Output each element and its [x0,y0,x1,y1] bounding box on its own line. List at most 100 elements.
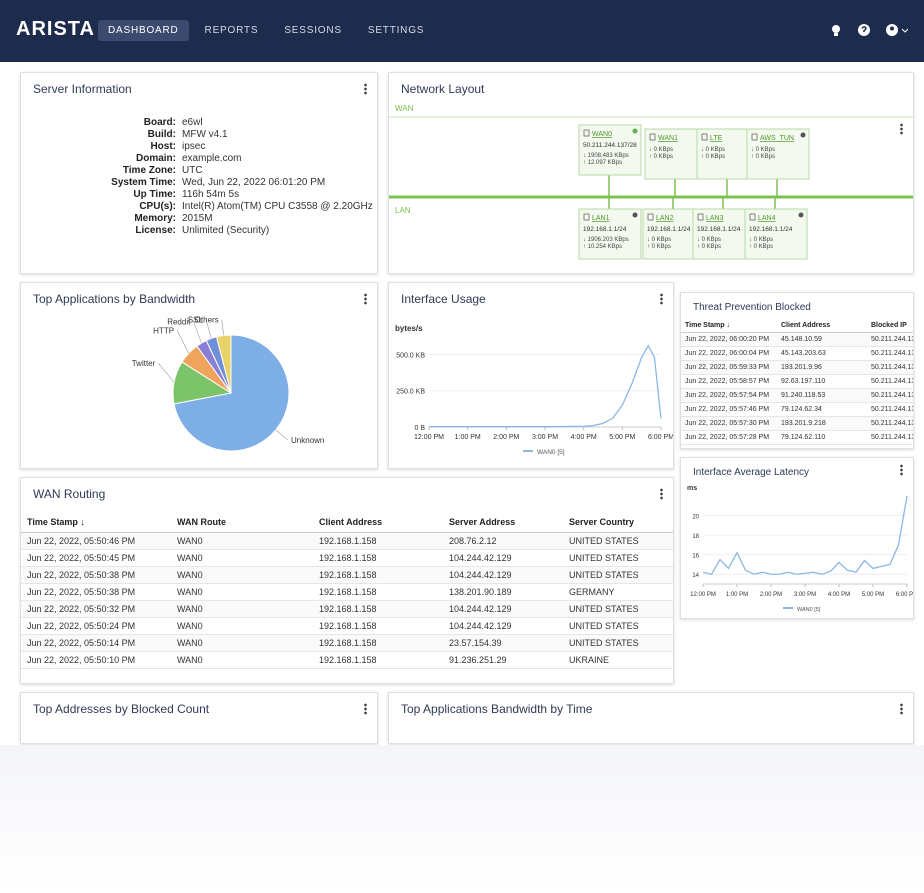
line-chart: bytes/s 0 B 250.0 KB 500.0 KB 12:00 PM 1:00 P… [395,324,673,456]
wan-label: WAN [395,105,414,113]
node-icon [583,213,590,221]
server-info-list: Board: e6wl Build: MFW v4.1 Host: ipsec Domain… [21,115,377,236]
table-row: Jun 22, 2022, 05:50:45 PM WAN0 192.168.1.1… [21,549,673,567]
nav-item[interactable]: DASHBOARD [98,20,189,41]
info-value: e6wl [182,117,203,128]
info-value: Wed, Jun 22, 2022 06:01:20 PM [182,177,326,188]
table-cell: Jun 22, 2022, 05:59:33 PM [681,360,777,375]
node-name[interactable]: WAN1 [658,135,678,142]
tips-icon[interactable] [828,22,844,38]
table-row: Jun 22, 2022, 05:57:30 PM 193.201.9.218 50… [681,416,913,431]
table-head: Time Stamp ↓ WAN Route Client Address Serve… [21,512,673,533]
panel-menu[interactable] [660,293,663,305]
help-icon[interactable] [856,22,872,38]
column-header[interactable]: Client Address [313,512,443,533]
table-cell: Jun 22, 2022, 05:50:10 PM [21,651,171,669]
table-cell: Jun 22, 2022, 05:58:57 PM [681,374,777,389]
node-name[interactable]: AWS_TUN [760,135,794,142]
top-apps-panel: Top Applications by Bandwidth Unknown Twi… [20,282,378,469]
table-cell: 45.148.10.59 [777,332,867,347]
node-status [632,212,638,218]
node-name[interactable]: LAN2 [656,215,674,222]
nav-bar: ARISTA DASHBOARD REPORTS SESSIONS SETTINGS [0,0,924,62]
table-cell: 50.211.244.137 [867,402,913,417]
node-name[interactable]: LTE [710,135,723,142]
node-up: ↑ 0 KBps [749,244,773,250]
node-status [798,212,804,218]
table-row: Jun 22, 2022, 05:59:33 PM 193.201.9.96 50.… [681,360,913,375]
column-header[interactable]: WAN Route [171,512,313,533]
pie-slice [215,334,232,394]
panel-menu[interactable] [364,83,367,95]
table-cell: 104.244.42.129 [443,617,563,635]
column-header[interactable]: Blocked IP [867,319,913,333]
column-header[interactable]: Server Address [443,512,563,533]
y-axis-label: bytes/s [395,324,423,333]
table-cell: WAN0 [171,634,313,652]
table-cell: 50.211.244.137 [867,430,913,445]
table-cell: UNITED STATES [563,549,673,567]
node-status [800,132,806,138]
table-cell: Jun 22, 2022, 05:57:46 PM [681,402,777,417]
y-tick-label: 0 B [414,425,425,432]
column-header[interactable]: Time Stamp ↓ [21,512,171,533]
table-cell: WAN0 [171,532,313,550]
node-name[interactable]: LAN4 [758,215,776,222]
panel-menu[interactable] [900,703,903,715]
column-header[interactable]: Server Country [563,512,673,533]
panel-menu[interactable] [900,464,903,476]
table-cell: 104.244.42.129 [443,549,563,567]
server-info-panel: Server Information Board: e6wl Build: MFW v… [20,72,378,274]
table-cell: UNITED STATES [563,617,673,635]
table-cell: 208.76.2.12 [443,532,563,550]
panel-menu[interactable] [900,123,903,135]
nav-item[interactable]: SESSIONS [284,25,342,36]
info-value: 116h 54m 5s [182,189,240,200]
column-header[interactable]: Time Stamp ↓ [681,319,777,333]
series-line [702,495,908,575]
network-diagram: WAN LAN WAN0 50.211.244.137/28 ↓ 1908.483 KB… [389,104,913,260]
brand: ARISTA [16,18,95,40]
table-cell: 192.168.1.158 [313,634,443,652]
account-icon[interactable] [884,22,908,38]
panel-menu[interactable] [364,293,367,305]
table-row: Jun 22, 2022, 05:57:54 PM 91.240.118.53 50… [681,388,913,403]
data-table: Time Stamp ↓ WAN Route Client Address Serve… [21,512,673,669]
panel-title: WAN Routing [33,487,106,501]
pie-label: SSL [188,315,204,324]
panel-menu[interactable] [660,488,663,500]
info-label: License: [135,225,176,236]
node-name[interactable]: WAN0 [592,131,612,138]
node-name[interactable]: LAN3 [706,215,724,222]
x-tick-label: 2:00 PM [493,434,519,441]
info-value: Intel(R) Atom(TM) CPU C3558 @ 2.20GHz [182,201,373,212]
table-cell: Jun 22, 2022, 05:50:32 PM [21,600,171,618]
info-label: Board: [143,117,176,128]
node-ip: 192.168.1.1/24 [647,226,691,233]
node-down: ↓ 1906.203 KBps [583,237,629,243]
x-tick-label: 6:00 PM [648,434,673,441]
table-row: Jun 22, 2022, 05:50:38 PM WAN0 192.168.1.1… [21,566,673,584]
node-ip: 50.211.244.137/28 [583,142,637,149]
y-tick-label: 250.0 KB [396,389,425,396]
table-cell: 23.57.154.39 [443,634,563,652]
nav-item[interactable]: REPORTS [204,25,259,36]
panel-title: Interface Average Latency [693,467,810,478]
panel-menu[interactable] [364,703,367,715]
column-header[interactable]: Client Address [777,319,867,333]
threat-table-wrap: Time Stamp ↓ Client Address Blocked IP Jun … [681,319,913,448]
top-addresses-panel: Top Addresses by Blocked Count [20,692,378,744]
node-name[interactable]: LAN1 [592,215,610,222]
node-down: ↓ 0 KBps [751,147,775,153]
table-body: Jun 22, 2022, 06:00:20 PM 45.148.10.59 50.… [681,332,913,445]
table-cell: 192.168.1.158 [313,549,443,567]
x-tick-label: 6:00 PM [896,592,913,598]
info-label: Memory: [134,213,176,224]
table-cell: UNITED STATES [563,566,673,584]
table-row: Jun 22, 2022, 05:50:14 PM WAN0 192.168.1.1… [21,634,673,652]
info-label: Host: [150,141,176,152]
node-box [578,208,642,260]
nav-item[interactable]: SETTINGS [367,25,425,36]
info-label: Up Time: [133,189,176,200]
